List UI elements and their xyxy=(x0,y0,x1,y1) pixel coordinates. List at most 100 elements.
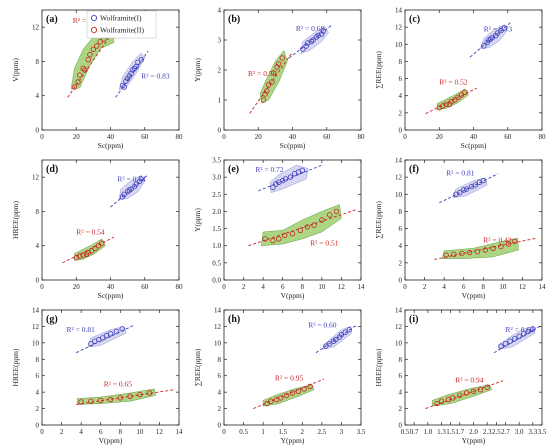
y-tick-label: 0.5 xyxy=(212,259,221,267)
x-tick-label: 10 xyxy=(499,283,507,291)
data-point xyxy=(310,37,316,43)
panel-letter: (h) xyxy=(228,314,240,325)
panel-letter: (g) xyxy=(46,314,58,325)
legend-marker-wolframite-ii xyxy=(90,26,98,34)
panel-g: R² = 0.81 R² = 0.65 0 2 4 6 8 10 12 14 0 2 4 6 8 10 12 14… xyxy=(11,307,183,446)
data-point xyxy=(262,236,268,242)
y-tick-label: 0 xyxy=(218,422,222,430)
y-tick-label: 10 xyxy=(395,191,403,199)
panel-letter: (c) xyxy=(409,14,420,25)
data-point xyxy=(124,188,131,195)
x-tick-label: 3.3 xyxy=(528,428,537,436)
data-point xyxy=(516,333,522,339)
x-tick-label: 6 xyxy=(99,428,103,436)
data-point xyxy=(511,336,518,342)
y-tick-label: 3.5 xyxy=(212,157,221,165)
data-point xyxy=(287,174,294,180)
data-point xyxy=(502,341,509,347)
data-point xyxy=(481,43,487,49)
data-point xyxy=(507,338,513,344)
plot-frame xyxy=(404,159,543,281)
y-tick-label: 4 xyxy=(399,92,403,100)
y-tick-label: 12 xyxy=(32,323,40,331)
data-point xyxy=(85,57,91,63)
data-point xyxy=(268,398,274,404)
y-tick-label: 4 xyxy=(36,92,40,100)
y-tick-label: 0 xyxy=(36,277,40,285)
data-point xyxy=(260,97,267,103)
data-point xyxy=(346,327,352,333)
trend-line-1 xyxy=(76,389,175,405)
data-point xyxy=(133,181,139,187)
x-tick-label: 2.5 xyxy=(317,428,326,436)
data-point xyxy=(511,238,518,245)
data-point xyxy=(276,236,282,242)
x-tick-label: 60 xyxy=(323,133,331,141)
panel-b: R² = 0.68 R² = 0.56 0 20 40 60 80 0 1 2 3 4 Sc(ppm) Y… xyxy=(193,7,365,151)
data-point xyxy=(94,43,100,49)
data-point xyxy=(299,167,305,173)
x-tick-label: 8 xyxy=(482,283,486,291)
y-tick-label: 2 xyxy=(399,109,403,117)
data-point xyxy=(80,252,86,258)
r-squared-label: R² = 0.52 xyxy=(439,78,468,87)
panel-h: R² = 0.60 R² = 0.95 0 0.5 1 1.5 2 2.5 3 3.5 0 2 4 6 8 1… xyxy=(193,307,366,446)
data-point xyxy=(264,88,270,94)
data-point xyxy=(462,89,468,95)
trend-line-0 xyxy=(115,50,149,98)
r-squared-label: R² = 0.42 xyxy=(483,235,512,244)
x-tick-label: 40 xyxy=(107,133,115,141)
trend-line-1 xyxy=(434,237,538,260)
x-tick-label: 3.0 xyxy=(515,428,524,436)
x-tick-label: 80 xyxy=(176,283,184,291)
data-point xyxy=(95,242,102,249)
data-point xyxy=(262,91,268,97)
y-tick-label: 6 xyxy=(36,372,40,380)
data-point xyxy=(75,79,81,85)
data-point xyxy=(121,191,127,197)
data-point xyxy=(463,186,470,192)
x-axis-label: V(ppm) xyxy=(281,291,305,300)
trend-line-1 xyxy=(425,87,478,115)
data-point xyxy=(482,247,488,253)
x-tick-label: 2 xyxy=(60,428,64,436)
x-axis-label: V(ppm) xyxy=(99,436,123,445)
plot-frame xyxy=(223,309,362,426)
x-tick-label: 1.5 xyxy=(278,428,287,436)
plot-frame xyxy=(41,159,180,281)
y-tick-label: 2 xyxy=(399,405,403,413)
y-axis-label: ∑REE(ppm) xyxy=(374,201,383,239)
x-tick-label: 3 xyxy=(340,428,344,436)
legend-label-wolframite-ii: Wolframite(II) xyxy=(100,26,144,35)
y-tick-label: 10 xyxy=(395,339,403,347)
y-tick-label: 4 xyxy=(399,242,403,250)
x-tick-label: 0 xyxy=(403,283,407,291)
x-tick-label: 20 xyxy=(73,283,81,291)
plot-frame xyxy=(223,9,362,131)
data-point xyxy=(443,252,449,258)
data-point xyxy=(311,222,317,228)
x-tick-label: 6 xyxy=(462,283,466,291)
panel-letter: (d) xyxy=(46,164,58,175)
y-tick-label: 0 xyxy=(36,422,40,430)
x-tick-label: 0 xyxy=(40,283,44,291)
data-point xyxy=(99,335,106,341)
data-point xyxy=(90,46,97,53)
data-point xyxy=(270,237,276,244)
x-tick-label: 14 xyxy=(176,428,184,436)
x-tick-label: 0.5 xyxy=(239,428,248,436)
data-point xyxy=(477,387,484,393)
data-point xyxy=(137,391,143,398)
data-point xyxy=(289,390,296,396)
data-point xyxy=(521,331,527,337)
panel-c: R² = 0.73 R² = 0.52 0 20 40 60 80 0 2 4 6 8 10 12 14 Sc… xyxy=(374,7,546,151)
data-point xyxy=(113,328,120,335)
x-tick-label: 2.3 xyxy=(483,428,492,436)
y-tick-label: 10 xyxy=(395,41,403,49)
y-tick-label: 14 xyxy=(214,307,222,315)
x-tick-label: 3.5 xyxy=(538,428,547,436)
data-point xyxy=(313,34,320,40)
data-point xyxy=(332,336,339,343)
trend-line-0 xyxy=(76,324,136,354)
y-tick-label: 12 xyxy=(395,174,403,182)
